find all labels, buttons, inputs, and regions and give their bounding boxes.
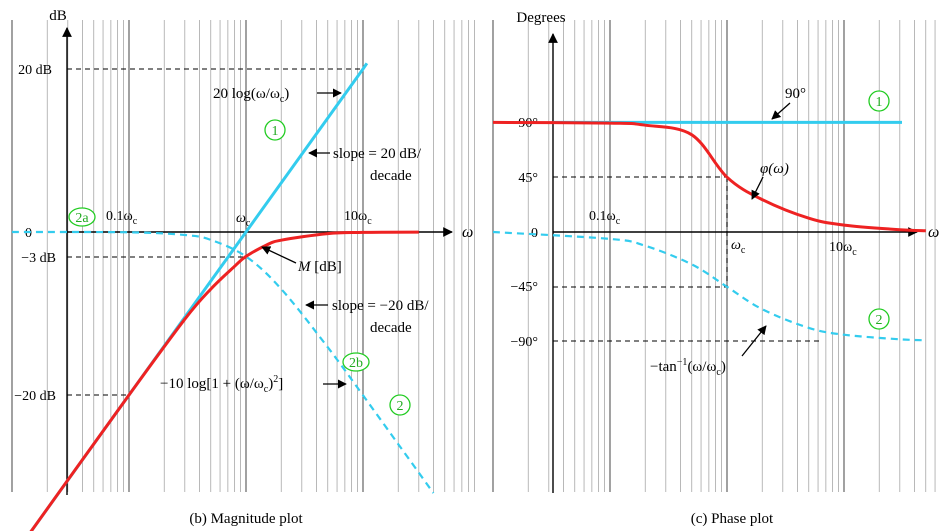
mag-y-tick-0: 0 — [25, 226, 32, 241]
svg-text:1: 1 — [876, 95, 883, 110]
phase-plot: Degrees ω 90° 45° 0 −45° −90° 0.1ωc ωc 1… — [492, 10, 939, 527]
magnitude-y-axis-label: dB — [49, 8, 67, 24]
mag-marker-2: 2 — [389, 394, 411, 416]
phase-caption: (c) Phase plot — [691, 511, 774, 527]
ann-slope-dn-2: decade — [370, 320, 412, 336]
svg-text:2: 2 — [876, 313, 883, 328]
magnitude-x-axis-label: ω — [462, 224, 473, 241]
mag-series-m-db — [29, 230, 419, 531]
mag-x-tick-0.1wc: 0.1ωc — [106, 209, 138, 227]
ph-series-phi — [492, 120, 926, 233]
mag-marker-2a: 2a — [68, 207, 96, 227]
ph-x-tick-wc: ωc — [731, 238, 746, 256]
ann-tan: −tan−1(ω/ωc) — [650, 357, 726, 378]
ph-series-2-dashed — [492, 230, 926, 342]
ann-tan-arrow — [741, 325, 767, 357]
mag-x-tick-10wc: 10ωc — [344, 209, 372, 227]
ann-90deg-arrow — [771, 102, 791, 120]
mag-x-tick-wc: ωc — [236, 211, 251, 229]
ph-x-tick-0.1wc: 0.1ωc — [589, 209, 621, 227]
ph-x-tick-10wc: 10ωc — [829, 240, 857, 258]
ph-marker-2: 2 — [868, 308, 890, 330]
mag-y-tick-minus20db: −20 dB — [14, 389, 56, 404]
ann-phi-arrow — [751, 176, 764, 200]
phase-x-axis-label: ω — [928, 224, 939, 241]
mag-series-2-dashed — [11, 230, 435, 494]
ann-slope-up-2: decade — [370, 168, 412, 184]
ph-marker-1: 1 — [868, 90, 890, 112]
svg-text:2b: 2b — [349, 356, 363, 371]
phase-grid — [492, 20, 936, 492]
mag-y-tick-minus3db: −3 dB — [21, 251, 56, 266]
svg-text:2: 2 — [397, 399, 404, 414]
svg-text:2a: 2a — [75, 211, 89, 226]
ann-slope-up-1: slope = 20 dB/ — [333, 146, 422, 162]
ph-y-tick-45: 45° — [518, 171, 538, 186]
ann-20log: 20 log(ω/ωc) — [213, 86, 289, 105]
svg-text:1: 1 — [272, 124, 279, 139]
ph-y-tick-minus45: −45° — [511, 280, 539, 295]
ann-phi: φ(ω) — [760, 161, 789, 177]
ann-10log: −10 log[1 + (ω/ωc)2] — [160, 374, 283, 395]
mag-series-1-asymptote — [29, 62, 369, 531]
ph-y-tick-minus90: −90° — [511, 335, 539, 350]
mag-y-tick-20db: 20 dB — [18, 63, 52, 78]
ann-m-db: M [dB] — [297, 259, 342, 275]
magnitude-plot: dB ω 20 dB 0 −3 dB −20 dB 0.1ωc ωc 10ωc … — [11, 8, 475, 531]
phase-y-axis-label: Degrees — [516, 10, 565, 26]
magnitude-caption: (b) Magnitude plot — [189, 511, 303, 527]
ann-90deg: 90° — [785, 86, 806, 102]
mag-marker-2b: 2b — [342, 352, 370, 372]
ann-m-db-arrow — [261, 246, 297, 264]
ann-slope-dn-1: slope = −20 dB/ — [332, 298, 429, 314]
mag-marker-1: 1 — [264, 119, 286, 141]
